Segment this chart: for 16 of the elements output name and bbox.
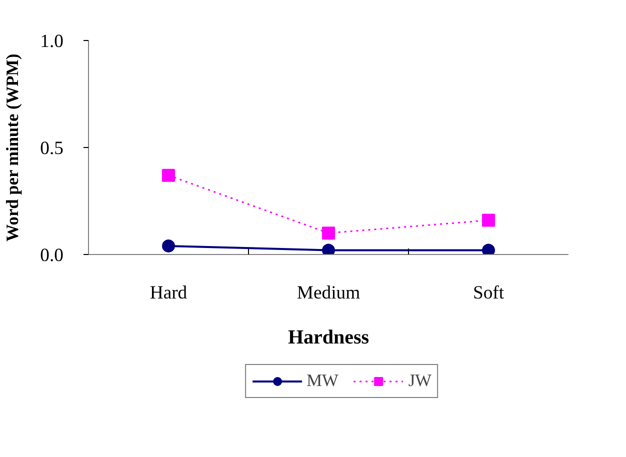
x-axis-title: Hardness xyxy=(288,326,370,348)
x-tick-label: Soft xyxy=(472,282,505,304)
point xyxy=(322,244,335,254)
point xyxy=(322,226,335,240)
y-tick-label: 0.5 xyxy=(40,138,64,159)
y-tick-label: 0.0 xyxy=(40,245,64,266)
y-axis-title: Word per minute (WPM) xyxy=(3,53,22,242)
legend-label: JW xyxy=(408,371,432,391)
point xyxy=(482,214,495,227)
point xyxy=(162,239,175,252)
y-tick-label: 1.0 xyxy=(40,31,64,52)
x-tick-label: Medium xyxy=(296,282,361,304)
x-tick-label: Hard xyxy=(150,282,188,304)
point xyxy=(162,168,175,182)
point xyxy=(482,244,495,254)
legend-label: MW xyxy=(306,371,338,391)
